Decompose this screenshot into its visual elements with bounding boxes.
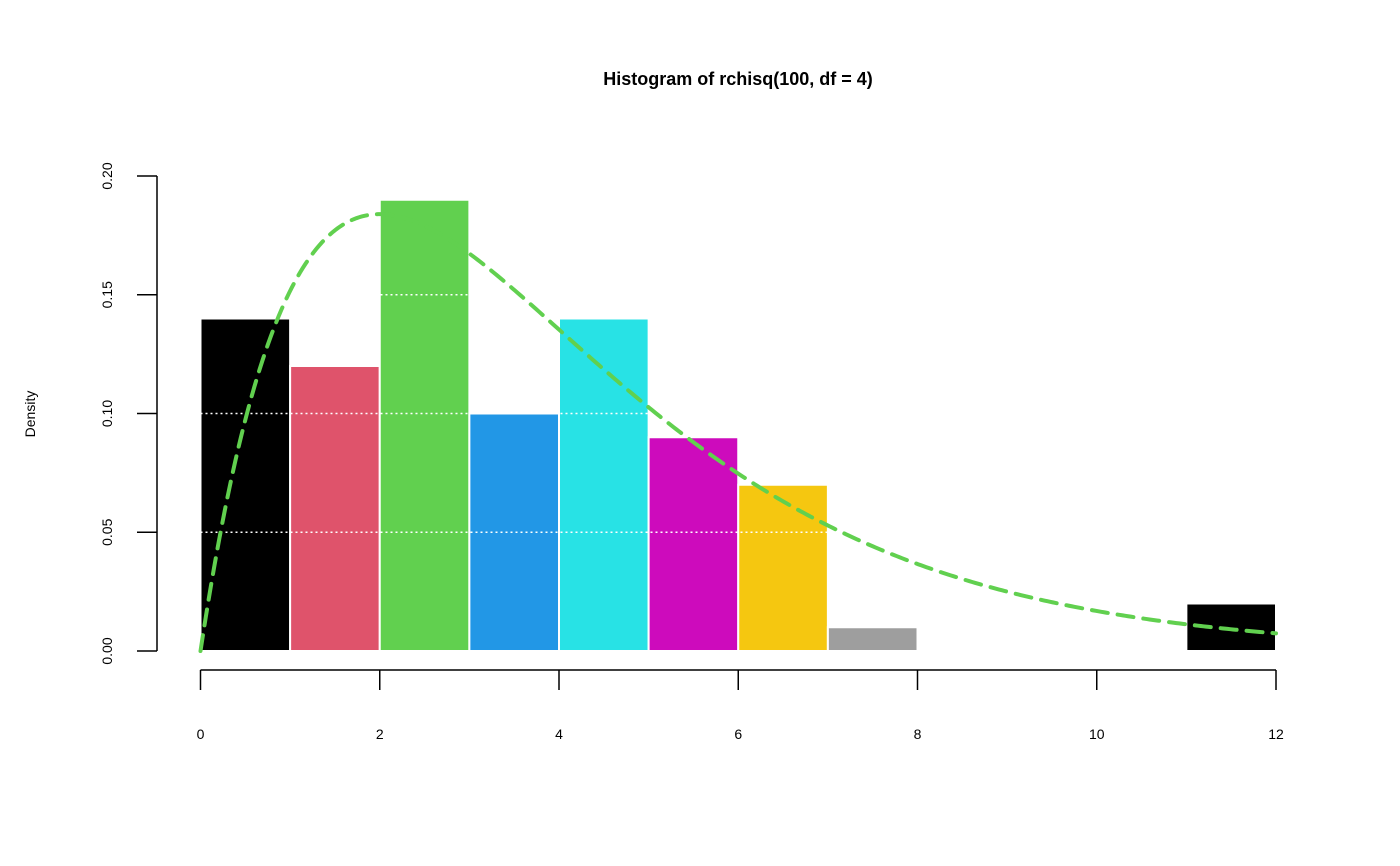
- histogram-bar: [378, 198, 471, 652]
- x-tick-label: 12: [1268, 726, 1284, 742]
- y-tick-label: 0.10: [99, 400, 115, 427]
- x-tick-label: 2: [376, 726, 384, 742]
- y-tick-label: 0.05: [99, 518, 115, 545]
- histogram-bar: [199, 317, 292, 652]
- x-tick-label: 6: [734, 726, 742, 742]
- y-tick-label: 0.00: [99, 637, 115, 664]
- x-tick-label: 0: [197, 726, 205, 742]
- histogram-bar: [289, 365, 381, 652]
- histogram-bar: [826, 626, 919, 652]
- y-axis-label: Density: [22, 391, 38, 438]
- x-tick-label: 10: [1089, 726, 1105, 742]
- x-tick-label: 4: [555, 726, 563, 742]
- y-axis: 0.00 0.05 0.10 0.15 0.20: [99, 162, 158, 665]
- histogram-bar: [647, 436, 740, 652]
- density-curve-layer: [198, 212, 1278, 653]
- y-tick-label: 0.20: [99, 162, 115, 189]
- grid-layer: [200, 294, 1276, 652]
- chart-title: Histogram of rchisq(100, df = 4): [603, 69, 873, 89]
- y-tick-label: 0.15: [99, 281, 115, 308]
- bars-layer: [199, 198, 1277, 652]
- x-tick-label: 8: [914, 726, 922, 742]
- histogram-bar: [468, 412, 560, 652]
- histogram-bar: [737, 483, 829, 652]
- x-axis: 0 2 4 6 8 10 12: [197, 669, 1284, 742]
- density-curve: [198, 212, 1278, 653]
- histogram-bar: [558, 317, 650, 652]
